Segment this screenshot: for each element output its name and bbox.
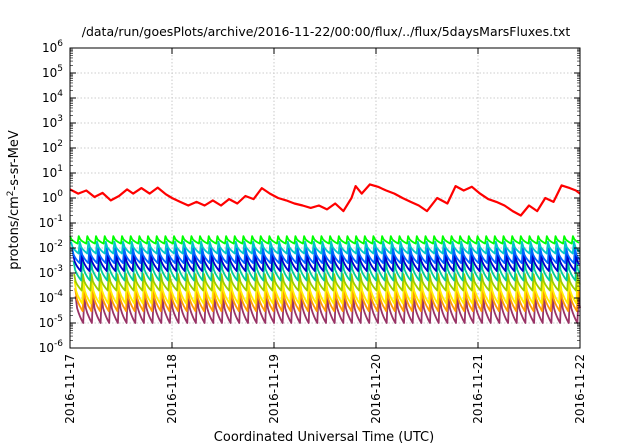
series-group [69,183,581,324]
y-tick-label: 103 [42,114,63,130]
series-line-3 [70,240,581,255]
y-tick-label: 104 [42,89,63,105]
series-line-5 [72,252,580,272]
series-line-1 [69,183,581,217]
y-tick-label: 101 [42,164,63,180]
series-line-8 [73,279,580,305]
y-tick-label: 10-2 [39,239,63,255]
x-tick-label: 2016-11-18 [165,354,179,424]
y-tick-label: 10-3 [39,264,63,280]
y-tick-label: 105 [42,64,63,80]
y-tick-label: 10-4 [39,289,64,305]
x-axis-label: Coordinated Universal Time (UTC) [214,430,434,445]
y-tick-label: 106 [42,39,63,55]
y-axis-label: protons/cm2-s-sr-MeV [6,130,22,270]
series-line-4 [71,247,581,265]
y-tick-label: 100 [42,189,63,205]
y-tick-label: 10-5 [39,314,63,330]
y-tick-label: 10-1 [39,214,63,230]
series-line-9 [74,287,581,313]
y-tick-label: 10-6 [39,339,64,355]
x-tick-label: 2016-11-19 [267,354,281,424]
series-line-7 [73,273,581,292]
x-tick-label: 2016-11-21 [471,354,485,424]
series-line-6 [72,260,581,282]
x-tick-label: 2016-11-17 [63,354,77,424]
series-line-10 [74,295,581,324]
y-tick-label: 102 [42,139,63,155]
series-line-2 [69,235,580,245]
x-tick-label: 2016-11-22 [573,354,587,424]
chart-title: /data/run/goesPlots/archive/2016-11-22/0… [82,24,571,39]
x-axis-ticks: 2016-11-17 2016-11-18 2016-11-19 2016-11-20… [63,48,587,424]
x-tick-label: 2016-11-20 [369,354,383,424]
